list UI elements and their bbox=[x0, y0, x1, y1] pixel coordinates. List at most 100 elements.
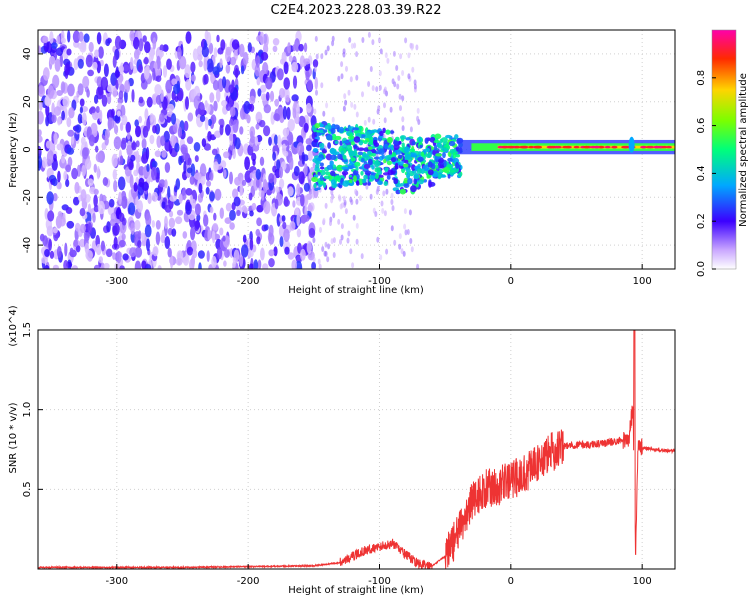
spectrogram-cell bbox=[416, 107, 420, 114]
spectrogram-cell bbox=[116, 110, 121, 117]
spectrogram-cell bbox=[160, 89, 164, 102]
spectrogram-cell bbox=[265, 77, 273, 90]
spectrogram-cell bbox=[239, 43, 245, 58]
spectrogram-cell bbox=[371, 149, 377, 154]
spectrogram-cell bbox=[287, 42, 291, 54]
spectrogram-cell bbox=[282, 106, 287, 120]
spectrogram-cell bbox=[394, 149, 402, 155]
spectrogram-cell bbox=[353, 169, 359, 176]
spectrogram-cell bbox=[87, 178, 94, 186]
spectrogram-cell bbox=[375, 188, 379, 195]
spectrogram-cell bbox=[296, 142, 305, 156]
spectrogram-cell bbox=[82, 75, 90, 89]
spectrogram-cell bbox=[346, 237, 350, 244]
spectrogram-cell bbox=[119, 155, 124, 165]
spectrogram-cell bbox=[332, 212, 336, 219]
spectrogram-cell bbox=[222, 235, 226, 242]
spectrogram-cell bbox=[398, 140, 402, 145]
spectrogram-cell bbox=[54, 58, 61, 72]
spectrogram-cell bbox=[348, 174, 353, 178]
spectrogram-cell bbox=[225, 124, 231, 136]
spectrogram-cell bbox=[342, 195, 346, 202]
spectrogram-cell bbox=[247, 250, 254, 258]
spectrogram-cell bbox=[149, 134, 155, 145]
snr-panel: -300 -200 -100 0 100 0.5 1.0 1.5 Height of stra… bbox=[8, 305, 676, 596]
spectrogram-cell bbox=[411, 164, 416, 171]
spectrogram-cell bbox=[291, 259, 297, 269]
spectrogram-cell bbox=[456, 164, 461, 169]
spectrogram-cell bbox=[321, 149, 327, 154]
spectrogram-cell bbox=[521, 145, 527, 149]
spectrogram-cell bbox=[349, 248, 353, 255]
spectrogram-cell bbox=[211, 255, 217, 269]
spectrogram-cell bbox=[186, 136, 194, 145]
spectrogram-cell bbox=[259, 119, 266, 128]
spectrogram-cell bbox=[508, 145, 515, 149]
spectrogram-cell bbox=[134, 246, 143, 258]
spectrogram-cell bbox=[315, 53, 319, 60]
spectrogram-cell bbox=[320, 82, 324, 89]
spectrogram-cell bbox=[155, 75, 162, 82]
spectrogram-cell bbox=[414, 172, 419, 180]
spectrogram-cell bbox=[225, 103, 232, 111]
spectrogram-cell bbox=[218, 118, 224, 126]
spectrogram-cell bbox=[73, 196, 80, 206]
spectrogram-cell bbox=[197, 250, 205, 259]
spectrogram-cell bbox=[88, 41, 94, 53]
spectrogram-cell bbox=[390, 225, 394, 232]
spectrogram-cell bbox=[86, 88, 90, 98]
spectrogram-cell bbox=[369, 193, 373, 200]
figure-title: C2E4.2023.228.03.39.R22 bbox=[270, 3, 441, 18]
spectrogram-cell bbox=[279, 166, 283, 179]
spectrogram-cell bbox=[194, 155, 199, 163]
spectrogram-cell bbox=[313, 66, 317, 73]
spectrogram-y-tick-label: 40 bbox=[22, 48, 33, 61]
spectrogram-cell bbox=[152, 246, 159, 257]
spectrogram-cell bbox=[79, 106, 83, 114]
spectrogram-cell bbox=[253, 259, 259, 269]
spectrogram-cell bbox=[67, 30, 71, 43]
spectrogram-cell bbox=[501, 145, 508, 149]
spectrogram-cell bbox=[46, 225, 54, 237]
spectrogram-cell bbox=[205, 172, 211, 181]
spectrogram-cell bbox=[355, 166, 359, 171]
spectrogram-cell bbox=[99, 109, 103, 123]
spectrogram-cell bbox=[324, 241, 328, 248]
spectrogram-cell bbox=[199, 114, 206, 122]
spectrogram-cell bbox=[175, 257, 183, 266]
spectrogram-cell bbox=[320, 166, 325, 170]
spectrogram-cell bbox=[604, 145, 611, 149]
spectrogram-cell bbox=[161, 201, 166, 209]
snr-x-tick-label: -100 bbox=[368, 576, 391, 587]
spectrogram-cell bbox=[408, 209, 412, 216]
spectrogram-cell bbox=[116, 250, 122, 264]
spectrogram-cell bbox=[355, 222, 359, 229]
spectrogram-cell bbox=[138, 64, 143, 73]
spectrogram-cell bbox=[401, 95, 405, 102]
spectrogram-cell bbox=[404, 37, 408, 44]
spectrogram-cell bbox=[406, 229, 410, 235]
spectrogram-cell bbox=[255, 168, 261, 180]
spectrogram-cell bbox=[184, 64, 191, 79]
spectrogram-cell bbox=[367, 31, 371, 38]
spectrogram-cell bbox=[312, 148, 319, 153]
spectrogram-cell bbox=[164, 179, 168, 189]
spectrogram-cell bbox=[562, 145, 569, 149]
spectrogram-cell bbox=[424, 137, 429, 144]
spectrogram-cell bbox=[190, 61, 196, 73]
spectrogram-cell bbox=[239, 126, 244, 135]
spectrogram-cell bbox=[93, 264, 100, 269]
spectrogram-cell bbox=[379, 48, 383, 55]
spectrogram-cell bbox=[149, 113, 154, 123]
spectrogram-cell bbox=[203, 214, 209, 227]
spectrogram-cell bbox=[241, 244, 249, 258]
spectrogram-cell bbox=[374, 211, 378, 217]
spectrogram-cell bbox=[46, 150, 55, 165]
spectrogram-cell bbox=[38, 46, 42, 54]
spectrogram-cell bbox=[198, 60, 203, 68]
spectrogram-cell bbox=[128, 202, 136, 216]
spectrogram-cell bbox=[342, 140, 350, 144]
spectrogram-cell bbox=[263, 33, 269, 47]
spectrogram-cell bbox=[42, 235, 48, 247]
spectrogram-cell bbox=[272, 38, 280, 46]
